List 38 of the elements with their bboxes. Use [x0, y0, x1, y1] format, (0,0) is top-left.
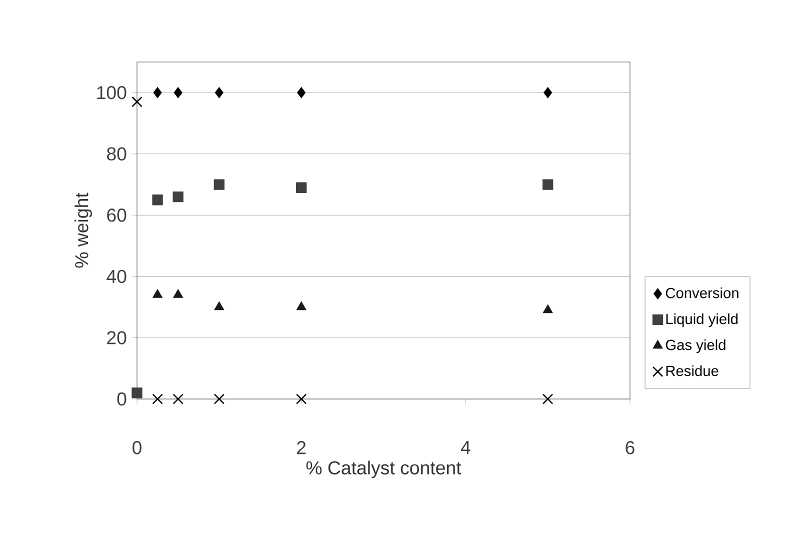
point — [214, 302, 224, 310]
point — [172, 191, 184, 202]
point — [214, 179, 225, 190]
y-tick-label: 40 — [106, 270, 126, 284]
point — [296, 302, 306, 310]
x-tick-label: 2 — [297, 441, 306, 454]
y-tick-label: 20 — [107, 331, 126, 344]
point — [174, 87, 182, 98]
point — [152, 194, 163, 206]
point — [296, 182, 307, 193]
y-tick-label: 60 — [107, 208, 126, 222]
x-axis-title: % Catalyst content — [306, 460, 462, 478]
point — [152, 289, 162, 298]
point — [214, 87, 224, 98]
point — [542, 179, 554, 190]
y-axis-title: % weight — [74, 192, 92, 268]
point — [297, 87, 306, 98]
legend-label: Gas yield — [666, 339, 726, 354]
point — [152, 394, 163, 404]
point — [544, 87, 552, 98]
legend-label: Conversion — [666, 287, 738, 298]
point — [153, 87, 162, 98]
point — [132, 96, 142, 108]
y-tick-label: 0 — [117, 392, 126, 406]
legend-label: Liquid yield — [666, 313, 738, 328]
y-tick-label: 80 — [107, 147, 126, 161]
point — [214, 394, 225, 404]
point — [543, 304, 553, 314]
point — [172, 394, 184, 404]
legend-label: Residue — [666, 365, 718, 376]
x-tick-label: 0 — [132, 441, 142, 454]
y-tick-label: 100 — [97, 86, 126, 100]
point — [132, 388, 142, 398]
x-tick-label: 6 — [626, 441, 634, 454]
x-tick-label: 4 — [460, 441, 470, 454]
point — [542, 394, 554, 404]
point — [173, 289, 183, 298]
point — [296, 394, 307, 404]
